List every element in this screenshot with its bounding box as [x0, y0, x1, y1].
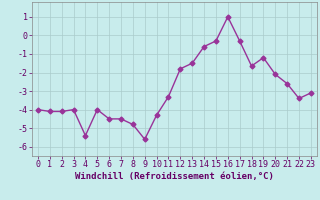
X-axis label: Windchill (Refroidissement éolien,°C): Windchill (Refroidissement éolien,°C) — [75, 172, 274, 181]
